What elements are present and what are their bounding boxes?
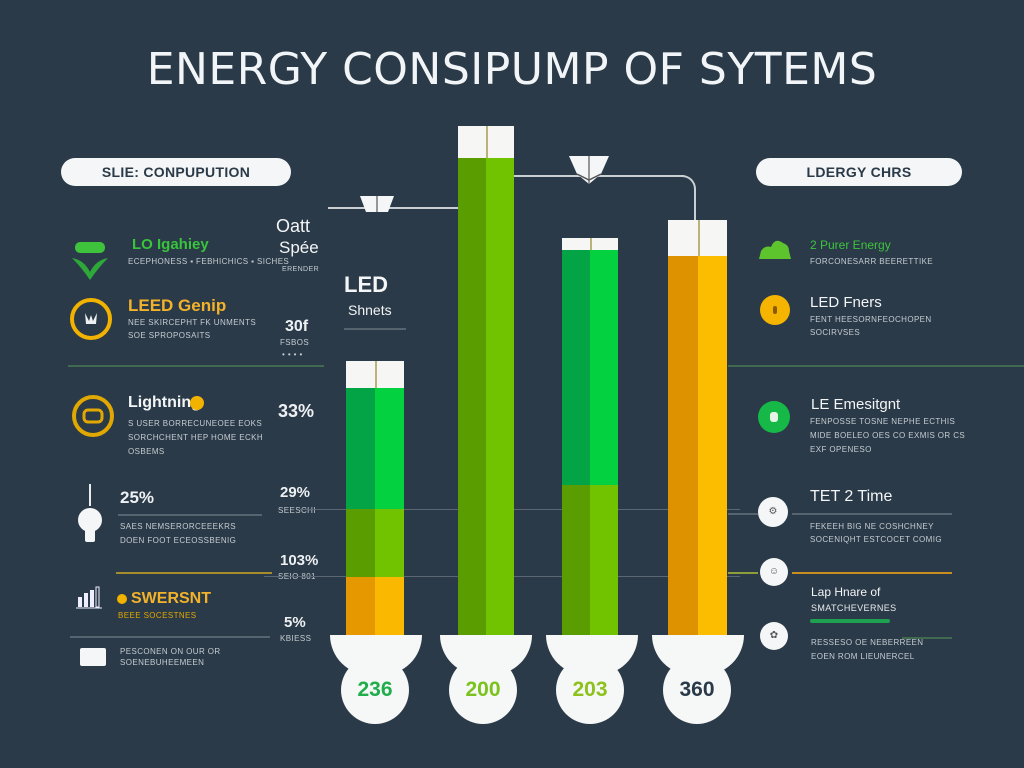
right-item-title: Lap Hnare of	[811, 585, 881, 599]
bar-value-label: 200	[449, 656, 517, 724]
right-item-desc: RESSESO OE NEBERREEN	[811, 638, 924, 647]
plant-sprout-icon	[70, 240, 110, 280]
bar-value-label: 360	[663, 656, 731, 724]
left-item-title: 25%	[120, 488, 155, 507]
plant-pot-icon: ✿	[760, 622, 788, 650]
face-icon: ☺	[760, 558, 788, 586]
left-item-desc: SOE SPROPOSAITS	[128, 331, 211, 340]
connector-node-icon	[360, 196, 394, 214]
divider	[792, 572, 952, 574]
value-label: 103%	[280, 552, 319, 569]
mid-top-sub: Spée	[279, 238, 319, 257]
value-sub: • • • •	[282, 350, 303, 359]
right-item-desc: EOEN ROM LIEUNERCEL	[811, 652, 915, 661]
led-bulb-ring-icon	[70, 298, 112, 340]
dot-icon	[117, 594, 127, 604]
bar-1[interactable]	[346, 361, 404, 635]
bar-3[interactable]	[562, 238, 618, 635]
mid-top-title: Oatt	[276, 216, 311, 236]
connector-wire	[328, 207, 458, 209]
connector-wire	[514, 175, 684, 177]
value-label: 30f	[285, 318, 309, 335]
bar-value-label: 236	[341, 656, 409, 724]
led-label: LED	[344, 272, 388, 297]
right-item-title: 2 Purer Energy	[810, 238, 891, 252]
left-item-desc: DOEN FOOT ECEOSSBENIG	[120, 536, 237, 545]
right-item-title: TET 2 Time	[810, 488, 893, 505]
value-label: 5%	[284, 614, 306, 631]
left-item-desc: S USER BORRECUNEOEE EOKS	[128, 419, 263, 428]
gauge-icon: ⚙	[758, 497, 788, 527]
right-item-desc: FENT HEESORNFEOCHOPEN	[810, 315, 932, 324]
left-item-desc: SAES NEMSERORCEEEKRS	[120, 522, 237, 531]
left-panel-header: SLIE: CONPUPUTION	[61, 158, 291, 186]
right-item-desc: FENPOSSE TOSNE NEPHE ECTHIS	[810, 417, 956, 426]
right-item-desc: FORCONESARR BEERETTIKE	[810, 257, 934, 266]
right-item-desc: FEKEEH BIG NE COSHCHNEY	[810, 522, 934, 531]
divider	[902, 637, 952, 639]
right-item-title: LE Emesitgnt	[811, 396, 901, 413]
divider	[728, 365, 1024, 367]
leaf-badge-icon	[758, 401, 790, 433]
value-label: 33%	[278, 401, 315, 421]
screen-icon	[80, 648, 106, 666]
grid-line	[300, 509, 740, 510]
divider	[344, 328, 406, 330]
divider	[70, 636, 270, 638]
divider	[792, 513, 952, 515]
value-sub: SEIO 801	[278, 571, 316, 583]
led-sub-label: Shnets	[348, 302, 392, 318]
left-item-desc: OSBEMS	[128, 447, 165, 456]
right-item-desc: MIDE BOELEO OES CO EXMIS OR CS	[810, 431, 966, 440]
divider	[118, 514, 262, 516]
left-item-desc: BEEE SOCESTNES	[118, 611, 197, 620]
lighting-ring-icon	[72, 395, 114, 437]
cloud-leaf-icon	[757, 237, 793, 261]
left-item-desc: SOENEBUHEEMEEN	[120, 658, 205, 667]
divider	[116, 572, 272, 574]
bar-2[interactable]	[458, 126, 514, 635]
value-sub: KBIESS	[280, 634, 312, 643]
bar-value-label: 203	[556, 656, 624, 724]
left-item-title: LO Igahiey	[132, 236, 209, 253]
coin-icon	[760, 295, 790, 325]
right-item-title: LED Fners	[810, 294, 882, 311]
left-item-desc: SORCHCHENT HEP HOME ECKH	[128, 433, 264, 442]
left-item-title: SWERSNT	[131, 590, 211, 607]
light-bulb-icon	[76, 484, 104, 548]
divider	[728, 513, 758, 515]
right-item-sub: SMATCHEVERNES	[811, 603, 897, 613]
bar-4[interactable]	[668, 220, 727, 635]
left-item-title: LEED Genip	[128, 296, 227, 315]
right-panel-header: LDERGY CHRS	[756, 158, 962, 186]
page-title: ENERGY CONSIPUMP OF SYTEMS	[146, 44, 878, 95]
connector-wire	[682, 175, 696, 221]
value-sub: FSBOS	[280, 338, 310, 347]
left-item-desc: NEE SKIRCEPHT FK UNMENTS	[128, 318, 257, 327]
value-sub: SEESCHI	[278, 506, 316, 515]
left-item-title: Lightning	[128, 394, 201, 411]
mid-top-small: ERENDER	[282, 266, 320, 273]
value-label: 29%	[280, 484, 311, 501]
right-item-desc: EXF OPENESO	[810, 445, 872, 454]
bar-chart-icon	[76, 585, 102, 609]
divider	[728, 572, 758, 574]
dot-icon	[190, 396, 204, 410]
divider	[68, 365, 324, 367]
left-item-desc: ECEPHONESS ▪ FEBHICHICS ▪ SICHES	[128, 257, 290, 266]
left-item-desc: PESCONEN ON OUR OR	[120, 647, 221, 656]
progress-bar	[810, 619, 890, 623]
right-item-desc: SOCENIQHT ESTCOCET COMIG	[810, 535, 942, 544]
connector-node-icon	[567, 156, 611, 190]
right-item-desc: SOCIRVSES	[810, 328, 861, 337]
